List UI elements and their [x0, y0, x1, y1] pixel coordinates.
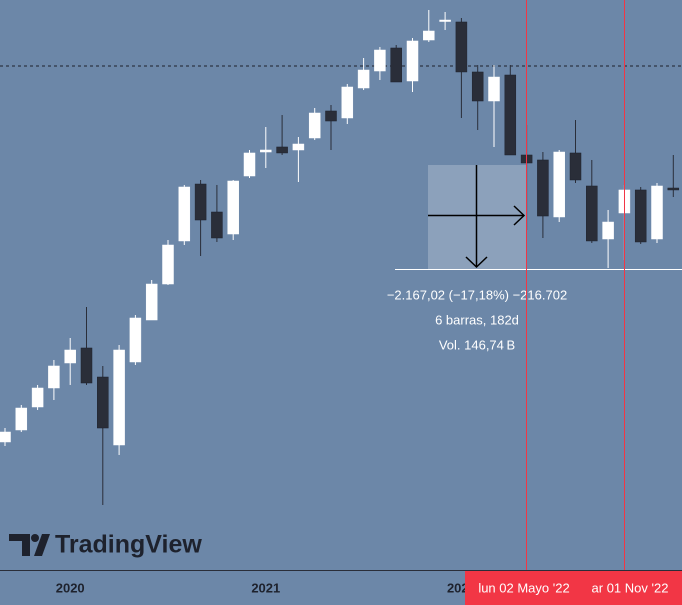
logo-shape	[9, 534, 30, 556]
candle-body	[667, 187, 680, 191]
measure-change: −2.167,02 (−17,18%) −216.702	[387, 287, 567, 302]
date-label-box	[583, 571, 682, 605]
logo-shape	[31, 534, 39, 542]
candle-body	[357, 69, 370, 89]
candle-body	[586, 185, 598, 242]
watermark-text: TradingView	[55, 531, 202, 559]
candle-body	[292, 143, 305, 151]
logo-shape	[34, 534, 50, 556]
arrow-head	[465, 256, 488, 269]
date-label: ar 01 Nov '22	[592, 580, 669, 595]
x-tick-label: 2021	[251, 580, 280, 595]
candle-body	[341, 86, 354, 119]
candle-body	[569, 152, 582, 181]
candle-body	[325, 110, 337, 122]
candle-body	[97, 376, 109, 429]
candle-body	[406, 40, 419, 82]
candle-body	[145, 283, 158, 321]
candle-body	[194, 183, 207, 221]
candle-body	[260, 149, 272, 153]
date-label-box	[465, 571, 583, 605]
candle-body	[211, 211, 223, 239]
candle-body	[374, 49, 386, 72]
candle-body	[48, 365, 60, 389]
candle-body	[80, 347, 93, 384]
arrow-head	[513, 205, 526, 226]
candle-body	[31, 387, 44, 408]
candle-body	[129, 317, 142, 363]
candle-body	[553, 151, 565, 218]
candle-body	[162, 244, 174, 285]
candle-body	[634, 189, 647, 243]
candle-body	[439, 19, 451, 22]
x-axis: 2020 2021 2022	[56, 580, 476, 595]
candle-body	[651, 185, 663, 240]
candle-body	[455, 21, 468, 73]
candle-body	[15, 407, 28, 431]
x-tick-label: 2020	[56, 580, 85, 595]
candle-body	[0, 431, 11, 443]
candle-body	[471, 71, 484, 102]
candle-body	[64, 349, 76, 364]
candle-body	[488, 76, 500, 102]
candle-body	[504, 74, 517, 156]
candle-body	[602, 221, 614, 240]
candle-body	[308, 112, 321, 139]
candle-body	[276, 146, 288, 154]
measure-volume: Vol. 146,74 B	[439, 337, 515, 352]
candle-body	[537, 159, 549, 217]
candle-body	[390, 47, 402, 83]
measure-bars: 6 barras, 182d	[435, 312, 519, 327]
candle-body	[227, 180, 239, 235]
candle-body	[243, 152, 256, 177]
date-label: lun 02 Mayo '22	[478, 580, 569, 595]
candle-body	[178, 186, 191, 242]
watermark: TradingView	[9, 531, 202, 559]
candle-body	[423, 30, 435, 41]
candle-body	[113, 349, 125, 446]
